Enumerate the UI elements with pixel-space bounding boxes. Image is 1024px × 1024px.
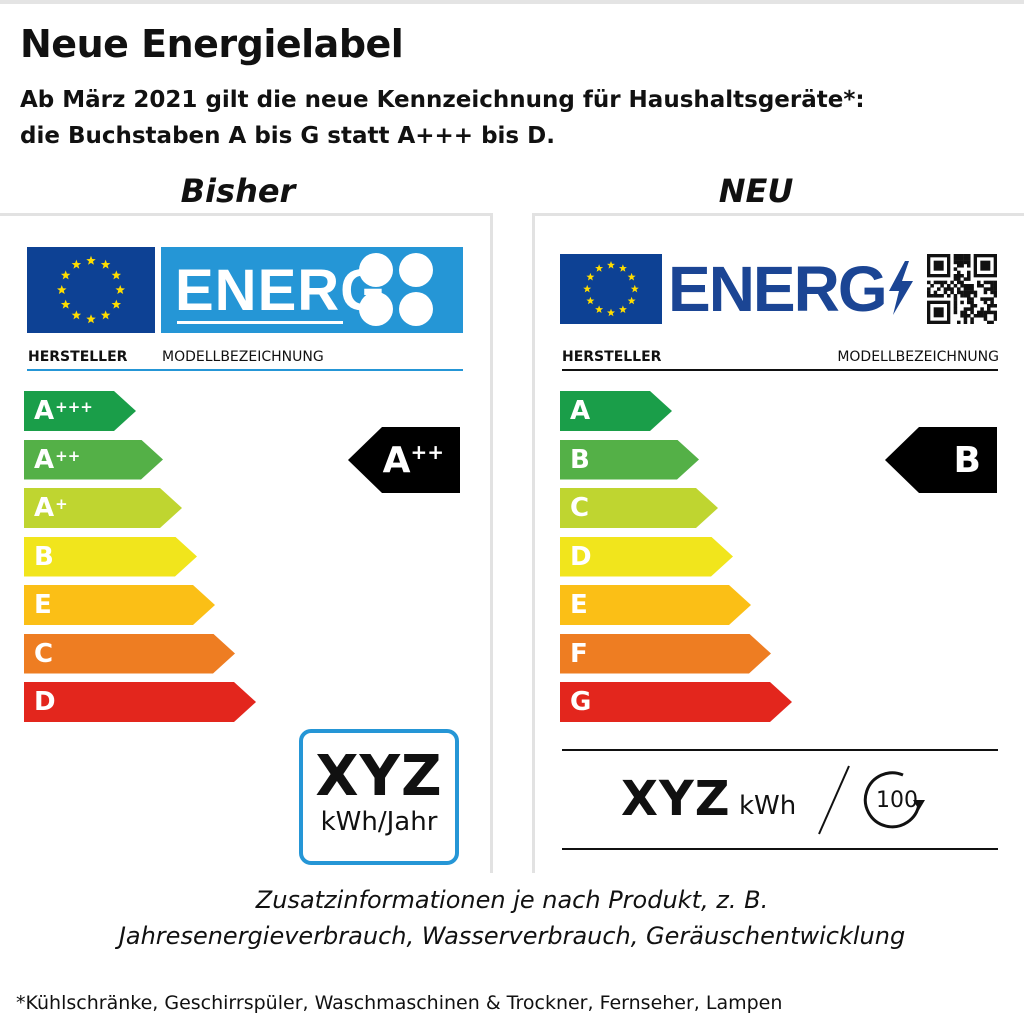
new-rating-indicator: B xyxy=(885,427,997,493)
hersteller-label: HERSTELLER xyxy=(562,349,662,365)
energ-underline xyxy=(177,321,343,324)
old-rating-letter: A xyxy=(382,439,411,481)
class-letter: A xyxy=(34,396,55,426)
new-label-heading: NEU xyxy=(718,172,794,210)
eu-star xyxy=(111,299,122,309)
new-class-bar: G xyxy=(560,682,792,722)
new-class-bar: C xyxy=(560,488,718,528)
eu-star xyxy=(586,272,595,281)
old-rating-sup: ++ xyxy=(410,440,444,464)
old-consumption-unit: kWh/Jahr xyxy=(320,807,438,837)
hersteller-label: HERSTELLER xyxy=(28,349,128,365)
class-superscript: +++ xyxy=(55,398,93,416)
class-letter: D xyxy=(570,541,592,572)
old-class-bar: E xyxy=(24,585,215,625)
class-letter: F xyxy=(570,638,588,669)
eu-star xyxy=(115,285,125,295)
eu-star xyxy=(100,310,111,320)
energ-logo-text: ENERG xyxy=(175,258,387,323)
new-class-bar: E xyxy=(560,585,751,625)
eu-star xyxy=(595,305,604,314)
qr-code-icon xyxy=(927,254,997,324)
old-class-bar: A + xyxy=(24,488,182,528)
new-class-bar: A xyxy=(560,391,672,431)
eu-star xyxy=(607,308,615,317)
class-letter: C xyxy=(34,638,54,669)
footnote: *Kühlschränke, Geschirrspüler, Waschmasc… xyxy=(16,992,783,1014)
new-consumption-value: XYZ xyxy=(621,771,731,827)
class-letter: A xyxy=(34,493,55,523)
old-rating-indicator: A ++ xyxy=(348,427,460,493)
eu-star xyxy=(627,272,636,281)
class-letter: G xyxy=(570,687,592,717)
footer-line-1: Zusatzinformationen je nach Produkt, z. … xyxy=(255,886,769,914)
class-letter: E xyxy=(34,590,52,620)
lightning-icon xyxy=(889,261,913,315)
subtitle-line-1: Ab März 2021 gilt die neue Kennzeichnung… xyxy=(20,87,865,113)
class-letter: B xyxy=(34,541,54,572)
cycle-icon xyxy=(863,771,925,829)
consumption-top-rule xyxy=(562,749,998,751)
page-title: Neue Energielabel xyxy=(20,22,404,66)
class-letter: A xyxy=(34,444,55,475)
old-consumption-box: XYZ kWh/Jahr xyxy=(299,729,459,865)
modell-label: MODELLBEZEICHNUNG xyxy=(837,349,999,365)
eu-star xyxy=(583,284,592,293)
eu-star xyxy=(618,305,627,314)
old-class-bar: B xyxy=(24,536,197,577)
subtitle: Ab März 2021 gilt die neue Kennzeichnung… xyxy=(20,82,865,154)
appliance-icon xyxy=(359,253,433,326)
new-rating-letter: B xyxy=(953,439,981,481)
class-letter: E xyxy=(570,590,588,620)
header-rule xyxy=(562,369,998,371)
eu-star xyxy=(630,284,639,293)
eu-star xyxy=(627,296,636,305)
class-letter: A xyxy=(570,396,591,426)
eu-star xyxy=(595,264,604,272)
new-class-bar: F xyxy=(560,633,771,674)
new-class-bar: D xyxy=(560,536,733,577)
consumption-bottom-rule xyxy=(562,848,998,850)
class-superscript: ++ xyxy=(55,446,81,465)
class-letter: C xyxy=(570,493,590,523)
slash-divider xyxy=(818,765,850,835)
top-rule xyxy=(0,0,1024,4)
eu-star xyxy=(586,296,595,305)
eu-star xyxy=(111,270,122,280)
eu-star xyxy=(86,255,96,265)
subtitle-line-2: die Buchstaben A bis G statt A+++ bis D. xyxy=(20,123,555,149)
eu-flag-icon xyxy=(560,254,662,324)
eu-star xyxy=(60,299,71,309)
eu-star xyxy=(60,270,71,280)
footer-line-2: Jahresenergieverbrauch, Wasserverbrauch,… xyxy=(118,922,906,950)
modell-label: MODELLBEZEICHNUNG xyxy=(162,349,324,365)
eu-star xyxy=(100,259,111,269)
header-rule xyxy=(27,369,463,371)
energ-header: ENERG xyxy=(161,247,463,333)
eu-star xyxy=(71,310,82,320)
old-label-heading: Bisher xyxy=(180,172,296,210)
class-letter: B xyxy=(570,444,590,475)
new-consumption-unit: kWh xyxy=(739,791,797,821)
new-class-bar: B xyxy=(560,439,699,480)
eu-star xyxy=(57,285,67,295)
old-energy-label: ENERG HERSTELLER MODELLBEZEICHNUNG A +++ A… xyxy=(0,213,493,873)
old-class-bar: D xyxy=(24,682,256,722)
energ-logo-text: ENERG xyxy=(668,253,888,325)
class-letter: D xyxy=(34,687,56,717)
footer-text: Zusatzinformationen je nach Produkt, z. … xyxy=(0,882,1024,954)
old-class-bar: C xyxy=(24,633,235,674)
old-class-bar: A +++ xyxy=(24,391,136,431)
eu-star xyxy=(607,261,615,269)
eu-star xyxy=(86,314,96,324)
eu-flag-icon xyxy=(27,247,155,333)
eu-star xyxy=(618,264,627,272)
cycle-count: 100 xyxy=(876,788,918,813)
old-consumption-value: XYZ xyxy=(315,744,443,809)
old-class-bar: A ++ xyxy=(24,439,163,480)
eu-star xyxy=(71,259,82,269)
class-superscript: + xyxy=(55,495,68,513)
